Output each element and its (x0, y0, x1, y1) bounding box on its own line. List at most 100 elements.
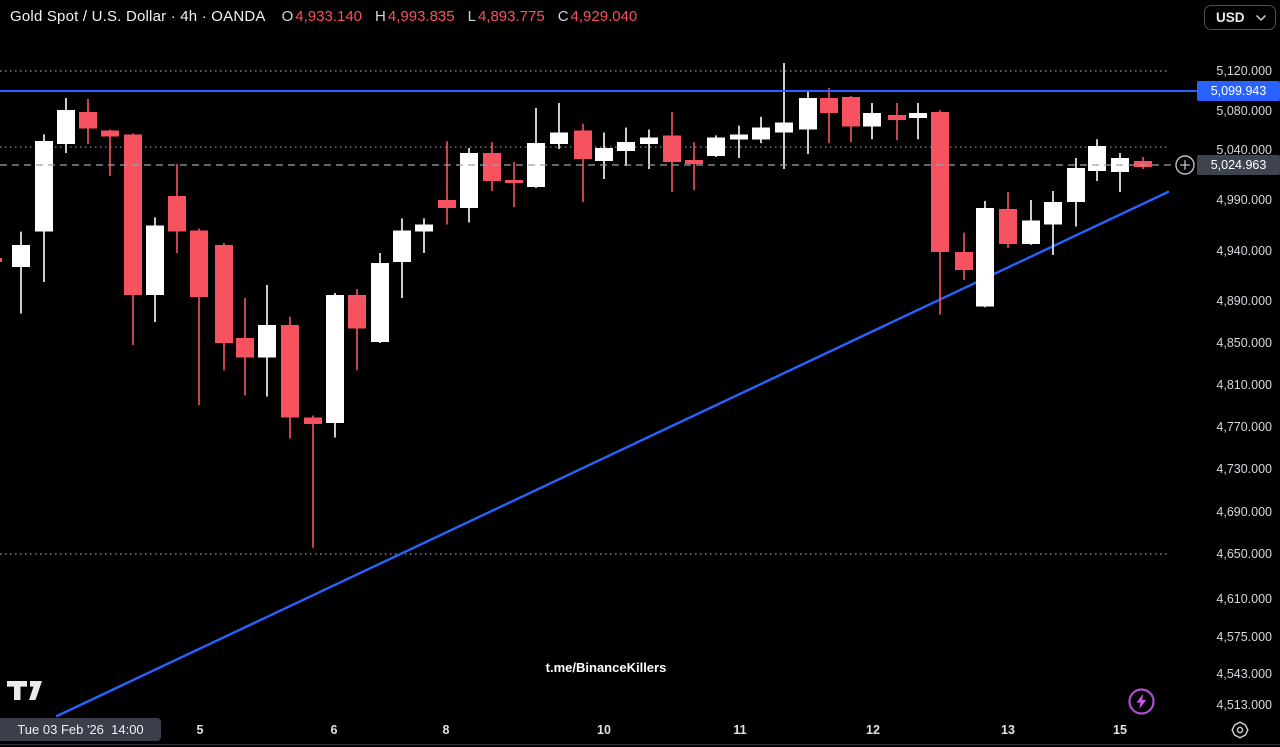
candle-body (685, 160, 703, 164)
candle (527, 108, 545, 188)
candle (326, 293, 344, 438)
price-tick-label: 5,040.000 (1216, 143, 1272, 157)
candle-body (460, 153, 478, 209)
candle-body (415, 224, 433, 232)
candle (415, 218, 433, 253)
candle (888, 103, 906, 141)
candle-body (730, 134, 748, 140)
candle (999, 192, 1017, 248)
price-tick-label: 5,080.000 (1216, 104, 1272, 118)
candle (752, 116, 770, 144)
time-tick-label: 6 (330, 723, 338, 737)
time-tick-label: 15 (1113, 723, 1127, 737)
candle (617, 127, 635, 166)
candle (1111, 153, 1129, 192)
tradingview-logo-icon[interactable] (6, 680, 44, 706)
price-tick-label: 4,575.000 (1216, 630, 1272, 644)
candle (190, 228, 208, 405)
candle-body (326, 295, 344, 423)
candle (663, 111, 681, 192)
candle-body (483, 153, 501, 181)
candle-body (820, 98, 838, 113)
time-tick-label: 12 (866, 723, 880, 737)
ohlc-c: C 4,929.040 (557, 8, 638, 25)
candle-body (527, 143, 545, 187)
time-tick-label: 13 (1001, 723, 1015, 737)
candle-body (35, 141, 53, 232)
candle (371, 253, 389, 343)
candle (438, 141, 456, 225)
add-alert-plus-icon[interactable] (1174, 154, 1196, 176)
candle-body (505, 180, 523, 183)
candle (57, 98, 75, 153)
candle-body (0, 257, 2, 262)
candle-body (1088, 146, 1106, 171)
candle (168, 164, 186, 253)
candle (304, 415, 322, 548)
candle-body (955, 252, 973, 270)
candle-body (124, 134, 142, 295)
candle-body (190, 230, 208, 297)
time-tick-label: 11 (733, 723, 747, 737)
candle-body (863, 112, 881, 127)
candle-body (1022, 220, 1040, 244)
candle (640, 129, 658, 169)
candle-body (215, 244, 233, 343)
candle (146, 217, 164, 322)
candle-body (258, 325, 276, 358)
candle-body (931, 111, 949, 252)
candle (35, 134, 53, 282)
price-tick-label: 4,990.000 (1216, 193, 1272, 207)
candle-body (348, 295, 366, 329)
candle (1134, 157, 1152, 169)
candle-body (617, 142, 635, 151)
price-tick-label: 4,513.000 (1216, 698, 1272, 712)
candle (12, 231, 30, 314)
candle (1067, 158, 1085, 227)
candle (574, 123, 592, 203)
lightning-bolt-icon[interactable] (1127, 687, 1156, 721)
price-tick-label: 4,890.000 (1216, 294, 1272, 308)
time-tick-label: 10 (597, 723, 611, 737)
candle-body (236, 337, 254, 358)
candle-body (888, 114, 906, 120)
time-tick-label: 8 (442, 723, 450, 737)
candle-body (12, 244, 30, 267)
candle (460, 148, 478, 223)
candle (1044, 191, 1062, 255)
time-tick-label: 5 (196, 723, 204, 737)
candle (483, 142, 501, 191)
candle-body (752, 127, 770, 140)
settings-gear-icon[interactable] (1230, 720, 1250, 745)
chevron-down-icon (1256, 14, 1266, 21)
candle-body (79, 111, 97, 129)
price-tick-label: 4,730.000 (1216, 462, 1272, 476)
currency-selector[interactable]: USD (1204, 5, 1276, 30)
candle-body (1134, 161, 1152, 167)
symbol-title[interactable]: Gold Spot / U.S. Dollar · 4h · OANDA (10, 8, 266, 25)
candle-body (281, 325, 299, 418)
price-tick-label: 4,850.000 (1216, 336, 1272, 350)
candle (124, 133, 142, 346)
candle (258, 285, 276, 397)
candle (281, 316, 299, 439)
candle (101, 129, 119, 176)
candle (909, 103, 927, 140)
price-tick-label: 4,610.000 (1216, 592, 1272, 606)
candle (550, 103, 568, 150)
time-axis-border (0, 744, 1280, 745)
candle-body (146, 225, 164, 295)
candle-body (1067, 168, 1085, 203)
candle-body (842, 97, 860, 127)
candle-body (371, 263, 389, 342)
candle (799, 90, 817, 154)
candle-body (101, 130, 119, 137)
ohlc-h: H 4,993.835 (375, 8, 455, 25)
candle (955, 232, 973, 280)
price-tick-label: 5,120.000 (1216, 64, 1272, 78)
candle (820, 88, 838, 144)
candle (348, 289, 366, 371)
currency-selector-value: USD (1216, 10, 1245, 25)
